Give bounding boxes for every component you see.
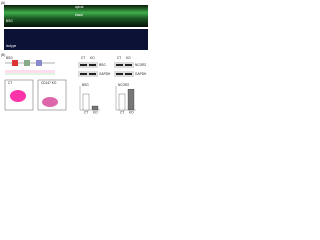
band-label: GAPDH [135,72,147,76]
band [116,73,123,75]
band-label: GAPDH [99,72,111,76]
stain-label: BSG [6,19,13,23]
flow-label: CT [8,81,12,85]
flow-label: CD147 KO [41,81,57,85]
gene-label: BSG [6,56,13,60]
blot-strip [114,62,134,68]
lane-label: KO [126,56,131,60]
band [80,73,87,75]
band [80,64,87,66]
gene-diagram [5,60,55,75]
page: {"panel_a":{"label":"(A)","apical":"apic… [0,0,320,115]
band [125,64,132,66]
bar-category: CT [84,110,88,114]
bar-title: BSG [82,83,89,87]
basal-label: basal [75,13,83,17]
blot-strip [114,71,134,77]
bar-category: KO [129,110,134,114]
panel-label: (A) [1,1,5,5]
band [116,64,123,66]
blot-strip [78,71,98,77]
bar-category: CT [120,110,124,114]
band [89,64,96,66]
bar-title: NCOR2 [118,83,129,87]
lane-label: KO [90,56,95,60]
micrograph [4,5,148,27]
bar [82,93,90,111]
band-label: NCOR2 [135,63,146,67]
lane-label: CT [117,56,121,60]
apical-label: apical [75,5,84,9]
figure: (A) BSG apical basal Isotype (B) BSG CT … [1,1,148,114]
blot-strip [78,62,98,68]
band [125,73,132,75]
isotype-label: Isotype [6,44,17,48]
bar [127,89,135,111]
band [89,73,96,75]
lane-label: CT [81,56,85,60]
panel-label: (B) [1,53,5,57]
isotype-image [4,29,148,50]
bar-category: KO [93,110,98,114]
bar [91,105,99,111]
bar [118,93,126,111]
band-label: BSG [99,63,106,67]
